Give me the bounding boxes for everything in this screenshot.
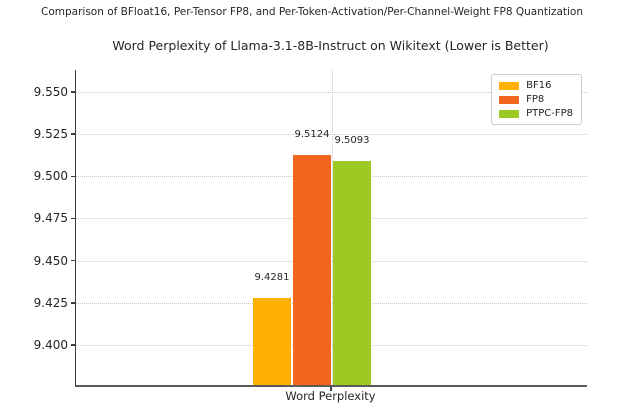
y-axis-tick-label: 9.425 bbox=[33, 295, 68, 310]
gridline-horizontal bbox=[76, 302, 587, 304]
legend: BF16 FP8 PTPC-FP8 bbox=[491, 74, 582, 125]
legend-item-ptpc-fp8: PTPC-FP8 bbox=[499, 108, 573, 119]
legend-item-fp8: FP8 bbox=[499, 94, 573, 105]
bar-value-label-fp8: 9.5124 bbox=[294, 129, 330, 141]
gridline-vertical bbox=[332, 70, 333, 385]
gridline-horizontal bbox=[76, 260, 587, 262]
legend-label-bf16: BF16 bbox=[526, 80, 552, 91]
legend-item-bf16: BF16 bbox=[499, 80, 573, 91]
y-axis-tick-mark bbox=[71, 259, 75, 262]
y-axis-tick-mark bbox=[71, 133, 75, 135]
figure-suptitle: Comparison of BFloat16, Per-Tensor FP8, … bbox=[41, 6, 583, 18]
y-axis-tick-mark bbox=[71, 91, 75, 93]
legend-swatch-ptpc-fp8 bbox=[499, 109, 520, 118]
bar-bf16 bbox=[253, 297, 291, 385]
y-axis-tick-mark bbox=[71, 217, 75, 220]
legend-label-ptpc-fp8: PTPC-FP8 bbox=[526, 108, 573, 119]
bar-fp8 bbox=[293, 155, 331, 385]
y-axis-tick-label: 9.500 bbox=[33, 169, 68, 184]
plot-area: BF16 FP8 PTPC-FP8 9.4281 9.5124 9.5093 bbox=[75, 70, 587, 387]
gridline-horizontal bbox=[76, 91, 587, 93]
y-axis-tick-label: 9.475 bbox=[33, 211, 68, 226]
y-axis-tick-mark bbox=[71, 344, 75, 346]
gridline-horizontal bbox=[76, 176, 587, 178]
y-axis-tick-label: 9.550 bbox=[33, 84, 68, 99]
chart-title: Word Perplexity of Llama-3.1-8B-Instruct… bbox=[112, 38, 549, 53]
legend-label-fp8: FP8 bbox=[526, 94, 545, 105]
bar-value-label-ptpc-fp8: 9.5093 bbox=[334, 134, 370, 146]
legend-swatch-fp8 bbox=[499, 95, 520, 104]
y-axis-tick-label: 9.400 bbox=[33, 338, 68, 353]
x-axis-label: Word Perplexity bbox=[285, 389, 376, 403]
x-axis-tick-mark bbox=[330, 386, 332, 391]
y-axis-tick-label: 9.525 bbox=[33, 127, 68, 142]
y-axis-tick-mark bbox=[71, 302, 75, 304]
gridline-horizontal bbox=[76, 218, 587, 220]
y-axis-tick-label: 9.450 bbox=[33, 253, 68, 268]
gridline-horizontal bbox=[76, 345, 587, 347]
bar-value-label-bf16: 9.4281 bbox=[254, 271, 290, 283]
gridline-horizontal bbox=[76, 134, 587, 136]
legend-swatch-bf16 bbox=[499, 81, 520, 90]
bar-ptpc-fp8 bbox=[333, 160, 371, 385]
y-axis-tick-mark bbox=[71, 175, 75, 178]
